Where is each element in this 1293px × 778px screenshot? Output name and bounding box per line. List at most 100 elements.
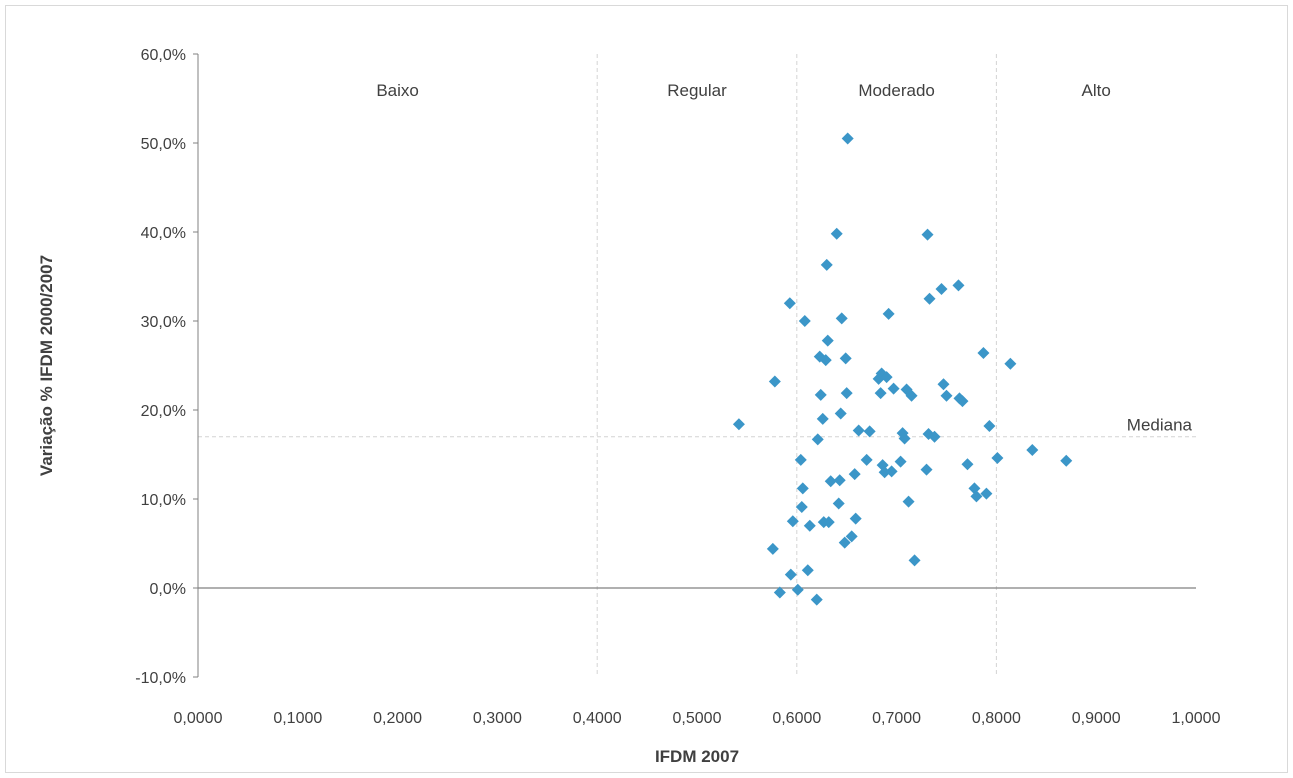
data-point <box>801 564 814 577</box>
data-point <box>1060 454 1073 467</box>
data-point <box>894 455 907 468</box>
data-point <box>795 501 808 514</box>
data-point <box>820 258 833 271</box>
data-point <box>956 395 969 408</box>
zone-label: Baixo <box>376 81 419 100</box>
data-point <box>833 474 846 487</box>
x-tick-label: 0,3000 <box>473 710 522 727</box>
x-tick-label: 0,1000 <box>273 710 322 727</box>
data-point <box>838 536 851 549</box>
y-tick-label: 60,0% <box>141 47 186 64</box>
data-point <box>880 371 893 384</box>
data-point <box>923 292 936 305</box>
data-point <box>863 425 876 438</box>
zone-label: Alto <box>1082 81 1111 100</box>
data-point <box>796 482 809 495</box>
data-point <box>991 452 1004 465</box>
data-point <box>849 512 862 525</box>
data-point <box>902 495 915 508</box>
y-tick-label: 10,0% <box>141 492 186 509</box>
data-point <box>848 468 861 481</box>
data-point <box>773 586 786 599</box>
data-point <box>830 227 843 240</box>
data-point <box>811 433 824 446</box>
y-tick-label: 40,0% <box>141 225 186 242</box>
data-point <box>766 542 779 555</box>
y-tick-label: 0,0% <box>150 581 186 598</box>
x-tick-label: 0,9000 <box>1072 710 1121 727</box>
data-point <box>810 593 823 606</box>
y-axis-ticks: -10,0% 0,0% 10,0% 20,0% 30,0% 40,0% 50,0% 60,0% <box>135 47 198 687</box>
data-point <box>887 382 900 395</box>
data-point <box>845 530 858 543</box>
data-point <box>970 490 983 503</box>
x-axis-ticks: 0,0000 0,1000 0,2000 0,3000 0,4000 0,5000 0,60… <box>174 710 1221 727</box>
data-point <box>794 453 807 466</box>
x-tick-label: 0,7000 <box>872 710 921 727</box>
data-point <box>1004 357 1017 370</box>
zone-label: Moderado <box>858 81 935 100</box>
data-point <box>980 487 993 500</box>
x-tick-label: 0,4000 <box>573 710 622 727</box>
chart-frame <box>5 5 1288 773</box>
data-point <box>732 418 745 431</box>
data-point <box>821 334 834 347</box>
data-point <box>834 407 847 420</box>
data-point <box>921 228 934 241</box>
zone-labels: Baixo Regular Moderado Alto <box>376 81 1111 100</box>
x-tick-label: 0,5000 <box>673 710 722 727</box>
x-tick-label: 1,0000 <box>1172 710 1221 727</box>
x-tick-label: 0,6000 <box>772 710 821 727</box>
data-point <box>852 424 865 437</box>
y-tick-label: 50,0% <box>141 136 186 153</box>
y-tick-label: 20,0% <box>141 403 186 420</box>
data-point <box>928 430 941 443</box>
data-point <box>968 482 981 495</box>
x-tick-label: 0,2000 <box>373 710 422 727</box>
data-point <box>768 375 781 388</box>
data-point <box>878 466 891 479</box>
data-point <box>952 279 965 292</box>
data-point <box>840 387 853 400</box>
data-point <box>983 420 996 433</box>
x-tick-label: 0,8000 <box>972 710 1021 727</box>
data-point <box>786 515 799 528</box>
data-point <box>824 475 837 488</box>
y-tick-label: -10,0% <box>135 670 186 687</box>
y-axis-title: Variação % IFDM 2000/2007 <box>37 255 56 476</box>
data-point <box>816 412 829 425</box>
data-point <box>977 347 990 360</box>
data-point <box>822 516 835 529</box>
data-point <box>814 388 827 401</box>
data-point <box>882 307 895 320</box>
data-point <box>935 282 948 295</box>
data-point <box>835 312 848 325</box>
data-point <box>874 387 887 400</box>
data-point <box>908 554 921 567</box>
data-point <box>783 297 796 310</box>
x-axis-title: IFDM 2007 <box>655 747 739 766</box>
zone-label: Regular <box>667 81 727 100</box>
x-tick-label: 0,0000 <box>174 710 223 727</box>
data-point <box>940 389 953 402</box>
data-point <box>784 568 797 581</box>
zone-divider-lines <box>596 54 997 677</box>
data-point <box>920 463 933 476</box>
data-point <box>885 465 898 478</box>
data-point <box>961 458 974 471</box>
data-point <box>832 497 845 510</box>
data-point <box>791 583 804 596</box>
data-point <box>1026 444 1039 457</box>
median-label: Mediana <box>1127 416 1193 435</box>
data-point <box>898 432 911 445</box>
data-point <box>860 453 873 466</box>
data-points <box>732 132 1073 606</box>
data-point <box>819 354 832 367</box>
data-point <box>937 378 950 391</box>
data-point <box>839 352 852 365</box>
y-tick-label: 30,0% <box>141 314 186 331</box>
data-point <box>803 519 816 532</box>
data-point <box>798 315 811 327</box>
data-point <box>841 132 854 145</box>
